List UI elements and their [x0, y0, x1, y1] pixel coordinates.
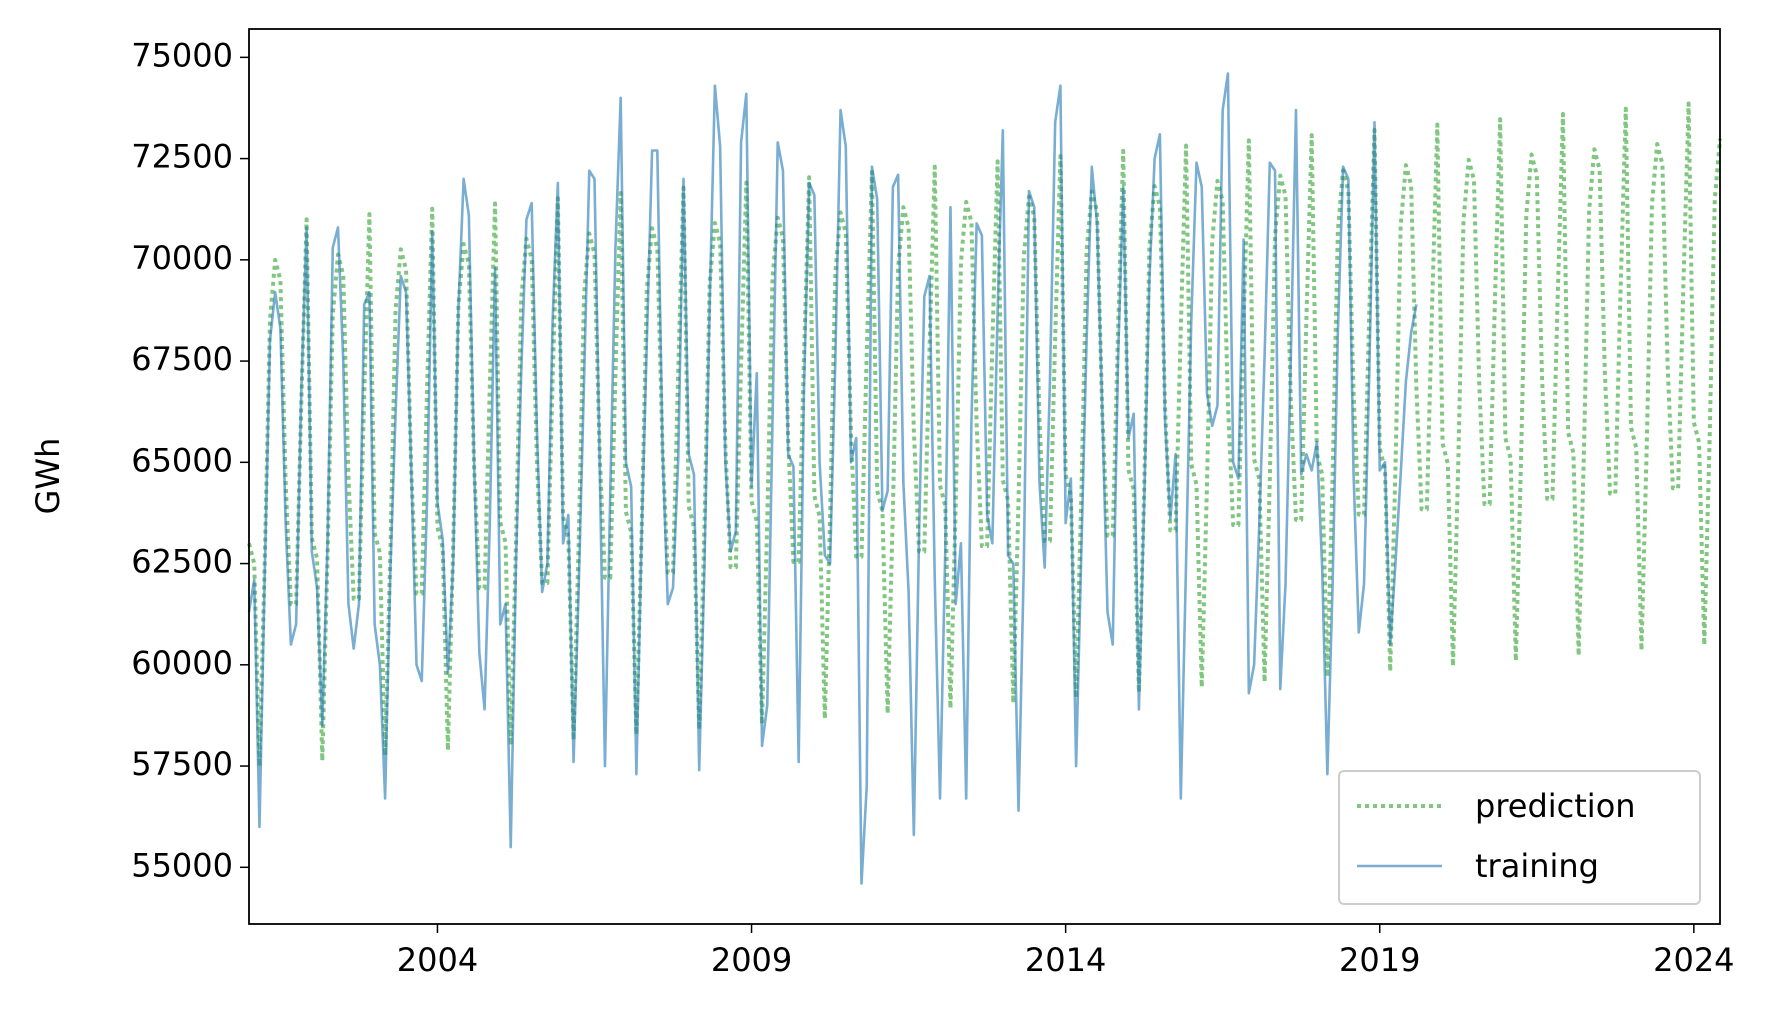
x-tick-label: 2004 — [397, 941, 478, 979]
y-tick-label: 70000 — [131, 239, 233, 277]
x-tick-label: 2014 — [1025, 941, 1106, 979]
y-axis-label: GWh — [29, 438, 67, 515]
y-tick-label: 55000 — [131, 846, 233, 884]
series-line — [247, 101, 1722, 769]
y-tick-label: 57500 — [131, 745, 233, 783]
legend-label: prediction — [1475, 787, 1636, 825]
x-tick-label: 2019 — [1339, 941, 1420, 979]
series-line — [247, 72, 1418, 885]
y-tick-label: 72500 — [131, 138, 233, 176]
x-tick-label: 2024 — [1653, 941, 1734, 979]
y-tick-label: 62500 — [131, 543, 233, 581]
plot-frame — [248, 28, 1721, 925]
y-tick-label: 65000 — [131, 441, 233, 479]
legend-label: training — [1475, 847, 1599, 885]
x-tick-label: 2009 — [711, 941, 792, 979]
y-tick-label: 75000 — [131, 36, 233, 74]
y-tick-label: 67500 — [131, 340, 233, 378]
y-tick-label: 60000 — [131, 644, 233, 682]
